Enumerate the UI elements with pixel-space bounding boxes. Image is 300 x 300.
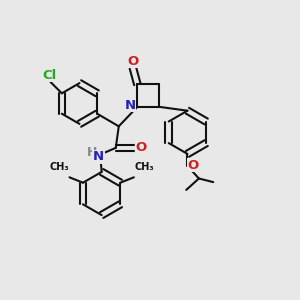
Text: H: H [87,146,97,159]
Text: O: O [188,159,199,172]
Text: CH₃: CH₃ [134,163,154,172]
Text: O: O [127,55,139,68]
Text: CH₃: CH₃ [49,163,69,172]
Text: N: N [93,150,104,164]
Text: Cl: Cl [42,69,56,82]
Text: O: O [135,141,147,154]
Text: N: N [124,99,135,112]
